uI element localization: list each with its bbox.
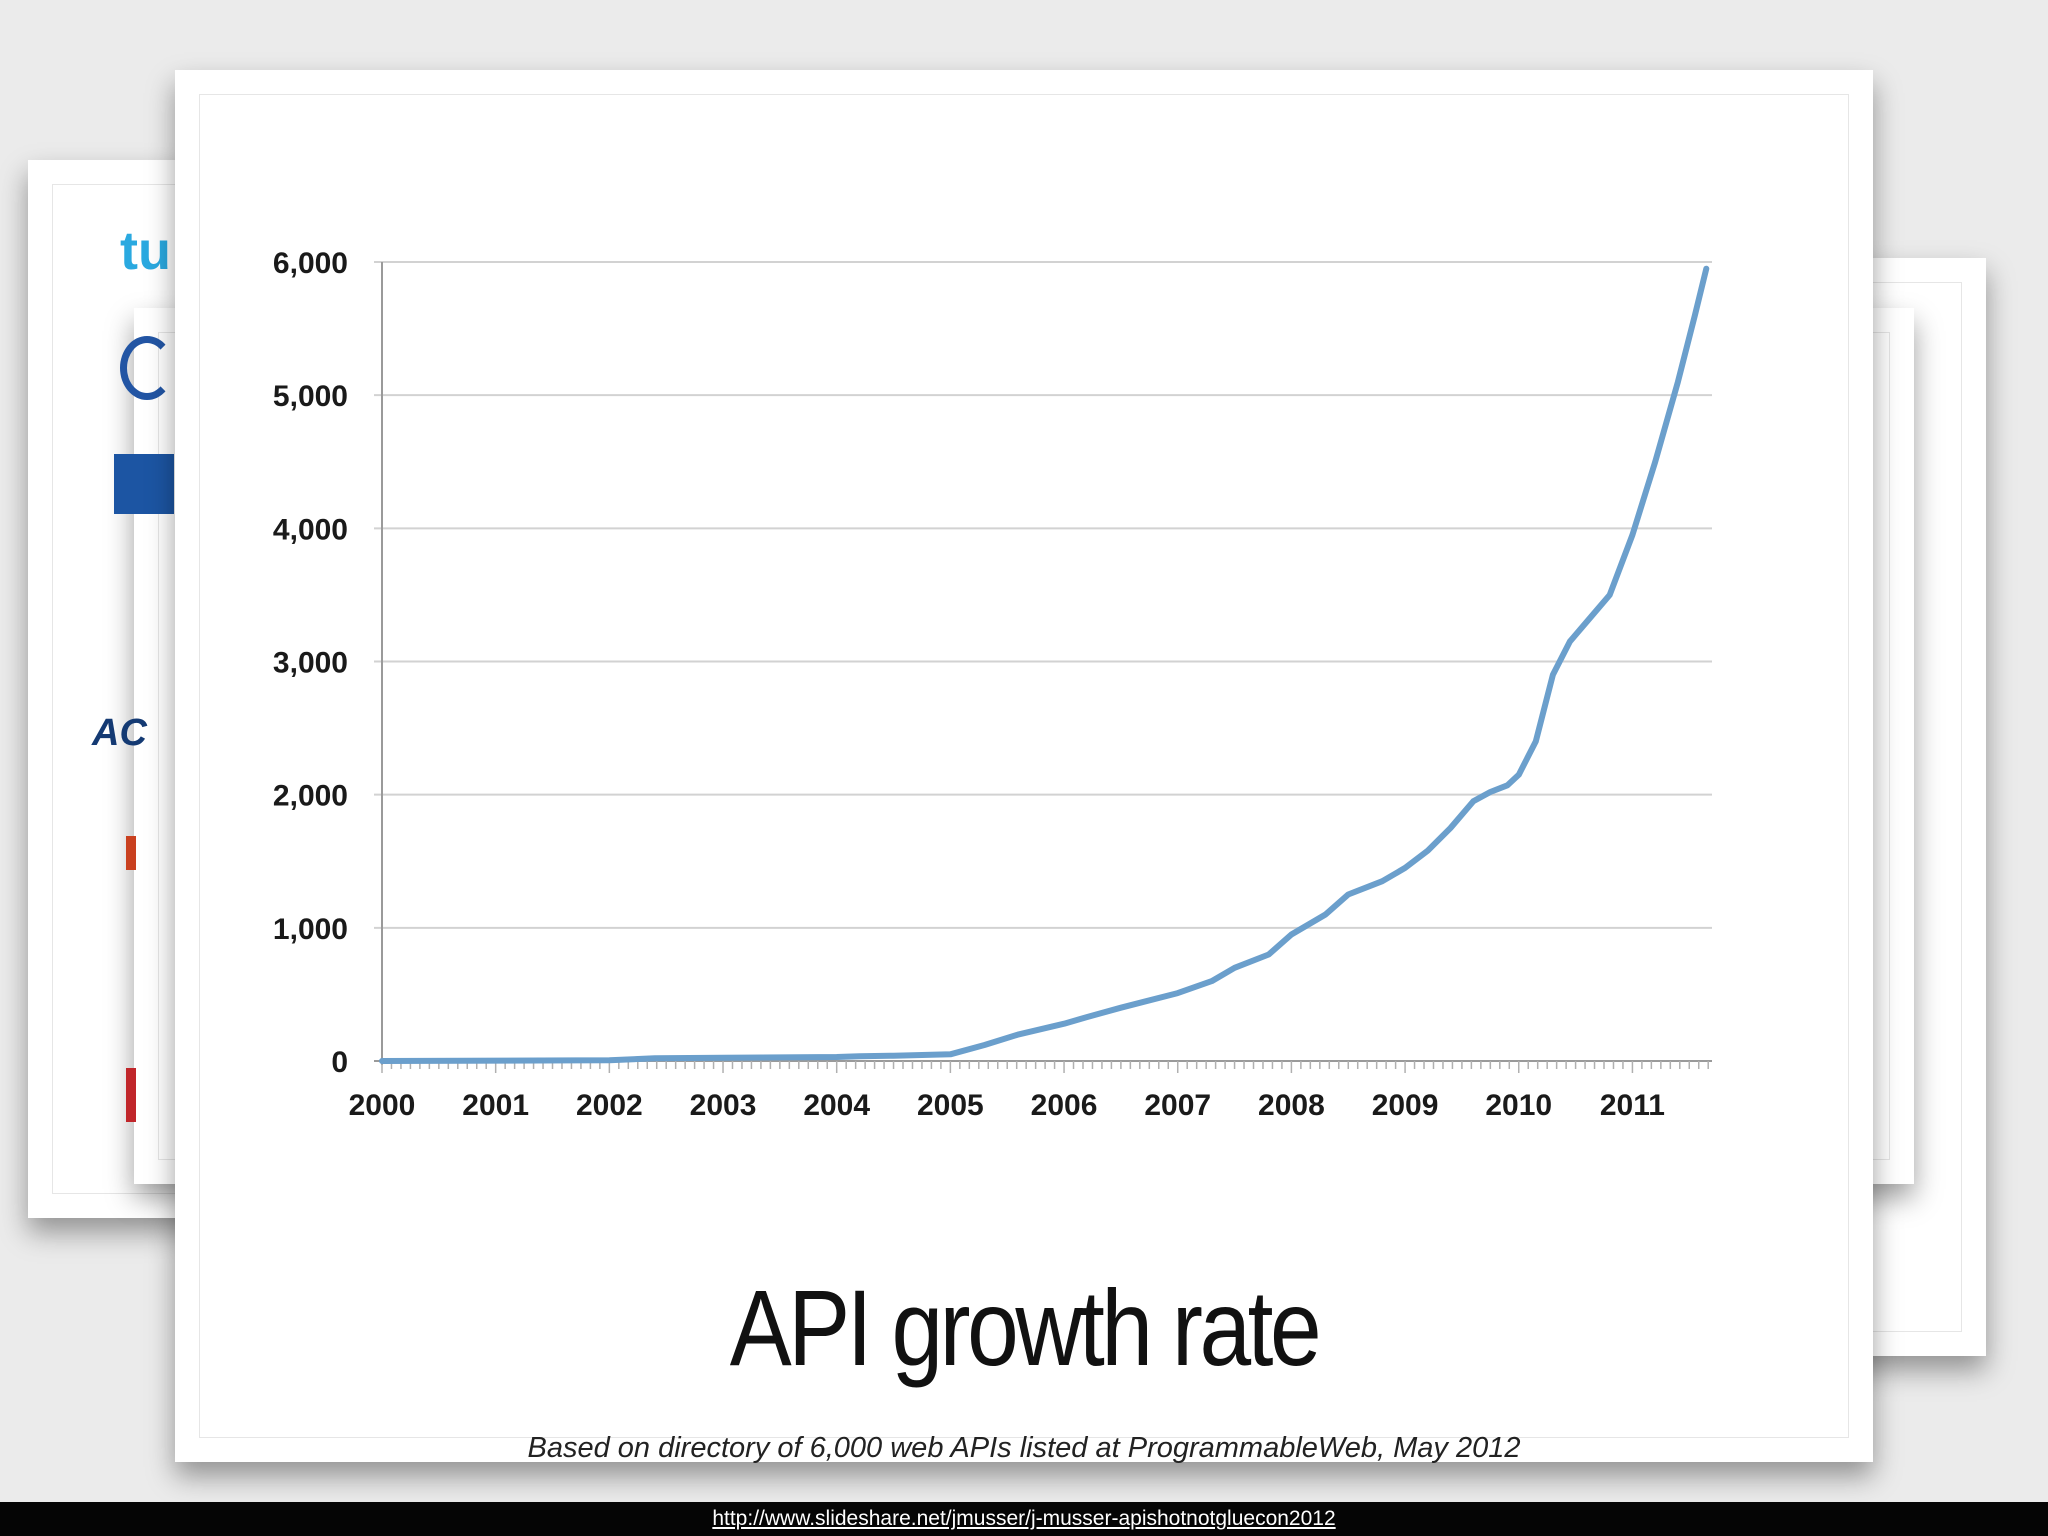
y-tick-label: 4,000 <box>273 513 348 546</box>
peek-square-logo <box>114 454 174 514</box>
peek-circle-logo <box>120 336 174 400</box>
y-tick-label: 5,000 <box>273 380 348 413</box>
y-tick-label: 2,000 <box>273 780 348 813</box>
source-note: Based on directory of 6,000 web APIs lis… <box>527 1432 1521 1464</box>
x-tick-label: 2002 <box>576 1089 643 1122</box>
y-tick-label: 0 <box>331 1046 348 1079</box>
x-tick-label: 2005 <box>917 1089 984 1122</box>
footer-bar: http://www.slideshare.net/jmusser/j-muss… <box>0 1502 2048 1536</box>
y-tick-label: 3,000 <box>273 647 348 680</box>
series-line-path <box>379 265 1710 1064</box>
peek-logo-text-blue: tu <box>120 221 171 281</box>
axes <box>374 262 1712 1073</box>
x-tick-label: 2000 <box>349 1089 416 1122</box>
x-tick-label: 2010 <box>1485 1089 1552 1122</box>
x-tick-label: 2001 <box>462 1089 529 1122</box>
tick-labels: 0 1,000 2,000 3,000 4,000 5,000 6,000 2000 2001 2… <box>273 247 1665 1122</box>
x-tick-label: 2004 <box>803 1089 870 1122</box>
y-tick-label: 6,000 <box>273 247 348 280</box>
x-tick-label: 2003 <box>690 1089 757 1122</box>
footer-url-link[interactable]: http://www.slideshare.net/jmusser/j-muss… <box>712 1507 1336 1530</box>
slide-title: API growth rate <box>729 1267 1322 1388</box>
x-tick-label: 2006 <box>1031 1089 1098 1122</box>
api-growth-chart: 0 1,000 2,000 3,000 4,000 5,000 6,000 2000 2001 2… <box>273 247 1712 1122</box>
peek-logo-text-navy: AC <box>92 712 147 754</box>
x-tick-label: 2009 <box>1372 1089 1439 1122</box>
main-slide: 0 1,000 2,000 3,000 4,000 5,000 6,000 2000 2001 2… <box>175 70 1873 1464</box>
x-tick-label: 2011 <box>1600 1089 1665 1122</box>
x-tick-label: 2007 <box>1144 1089 1211 1122</box>
peek-red-mark <box>126 1068 136 1122</box>
grid-lines <box>374 261 1712 929</box>
series-line <box>379 265 1710 1064</box>
y-tick-label: 1,000 <box>273 913 348 946</box>
x-tick-label: 2008 <box>1258 1089 1325 1122</box>
peek-red-mark <box>126 836 136 870</box>
